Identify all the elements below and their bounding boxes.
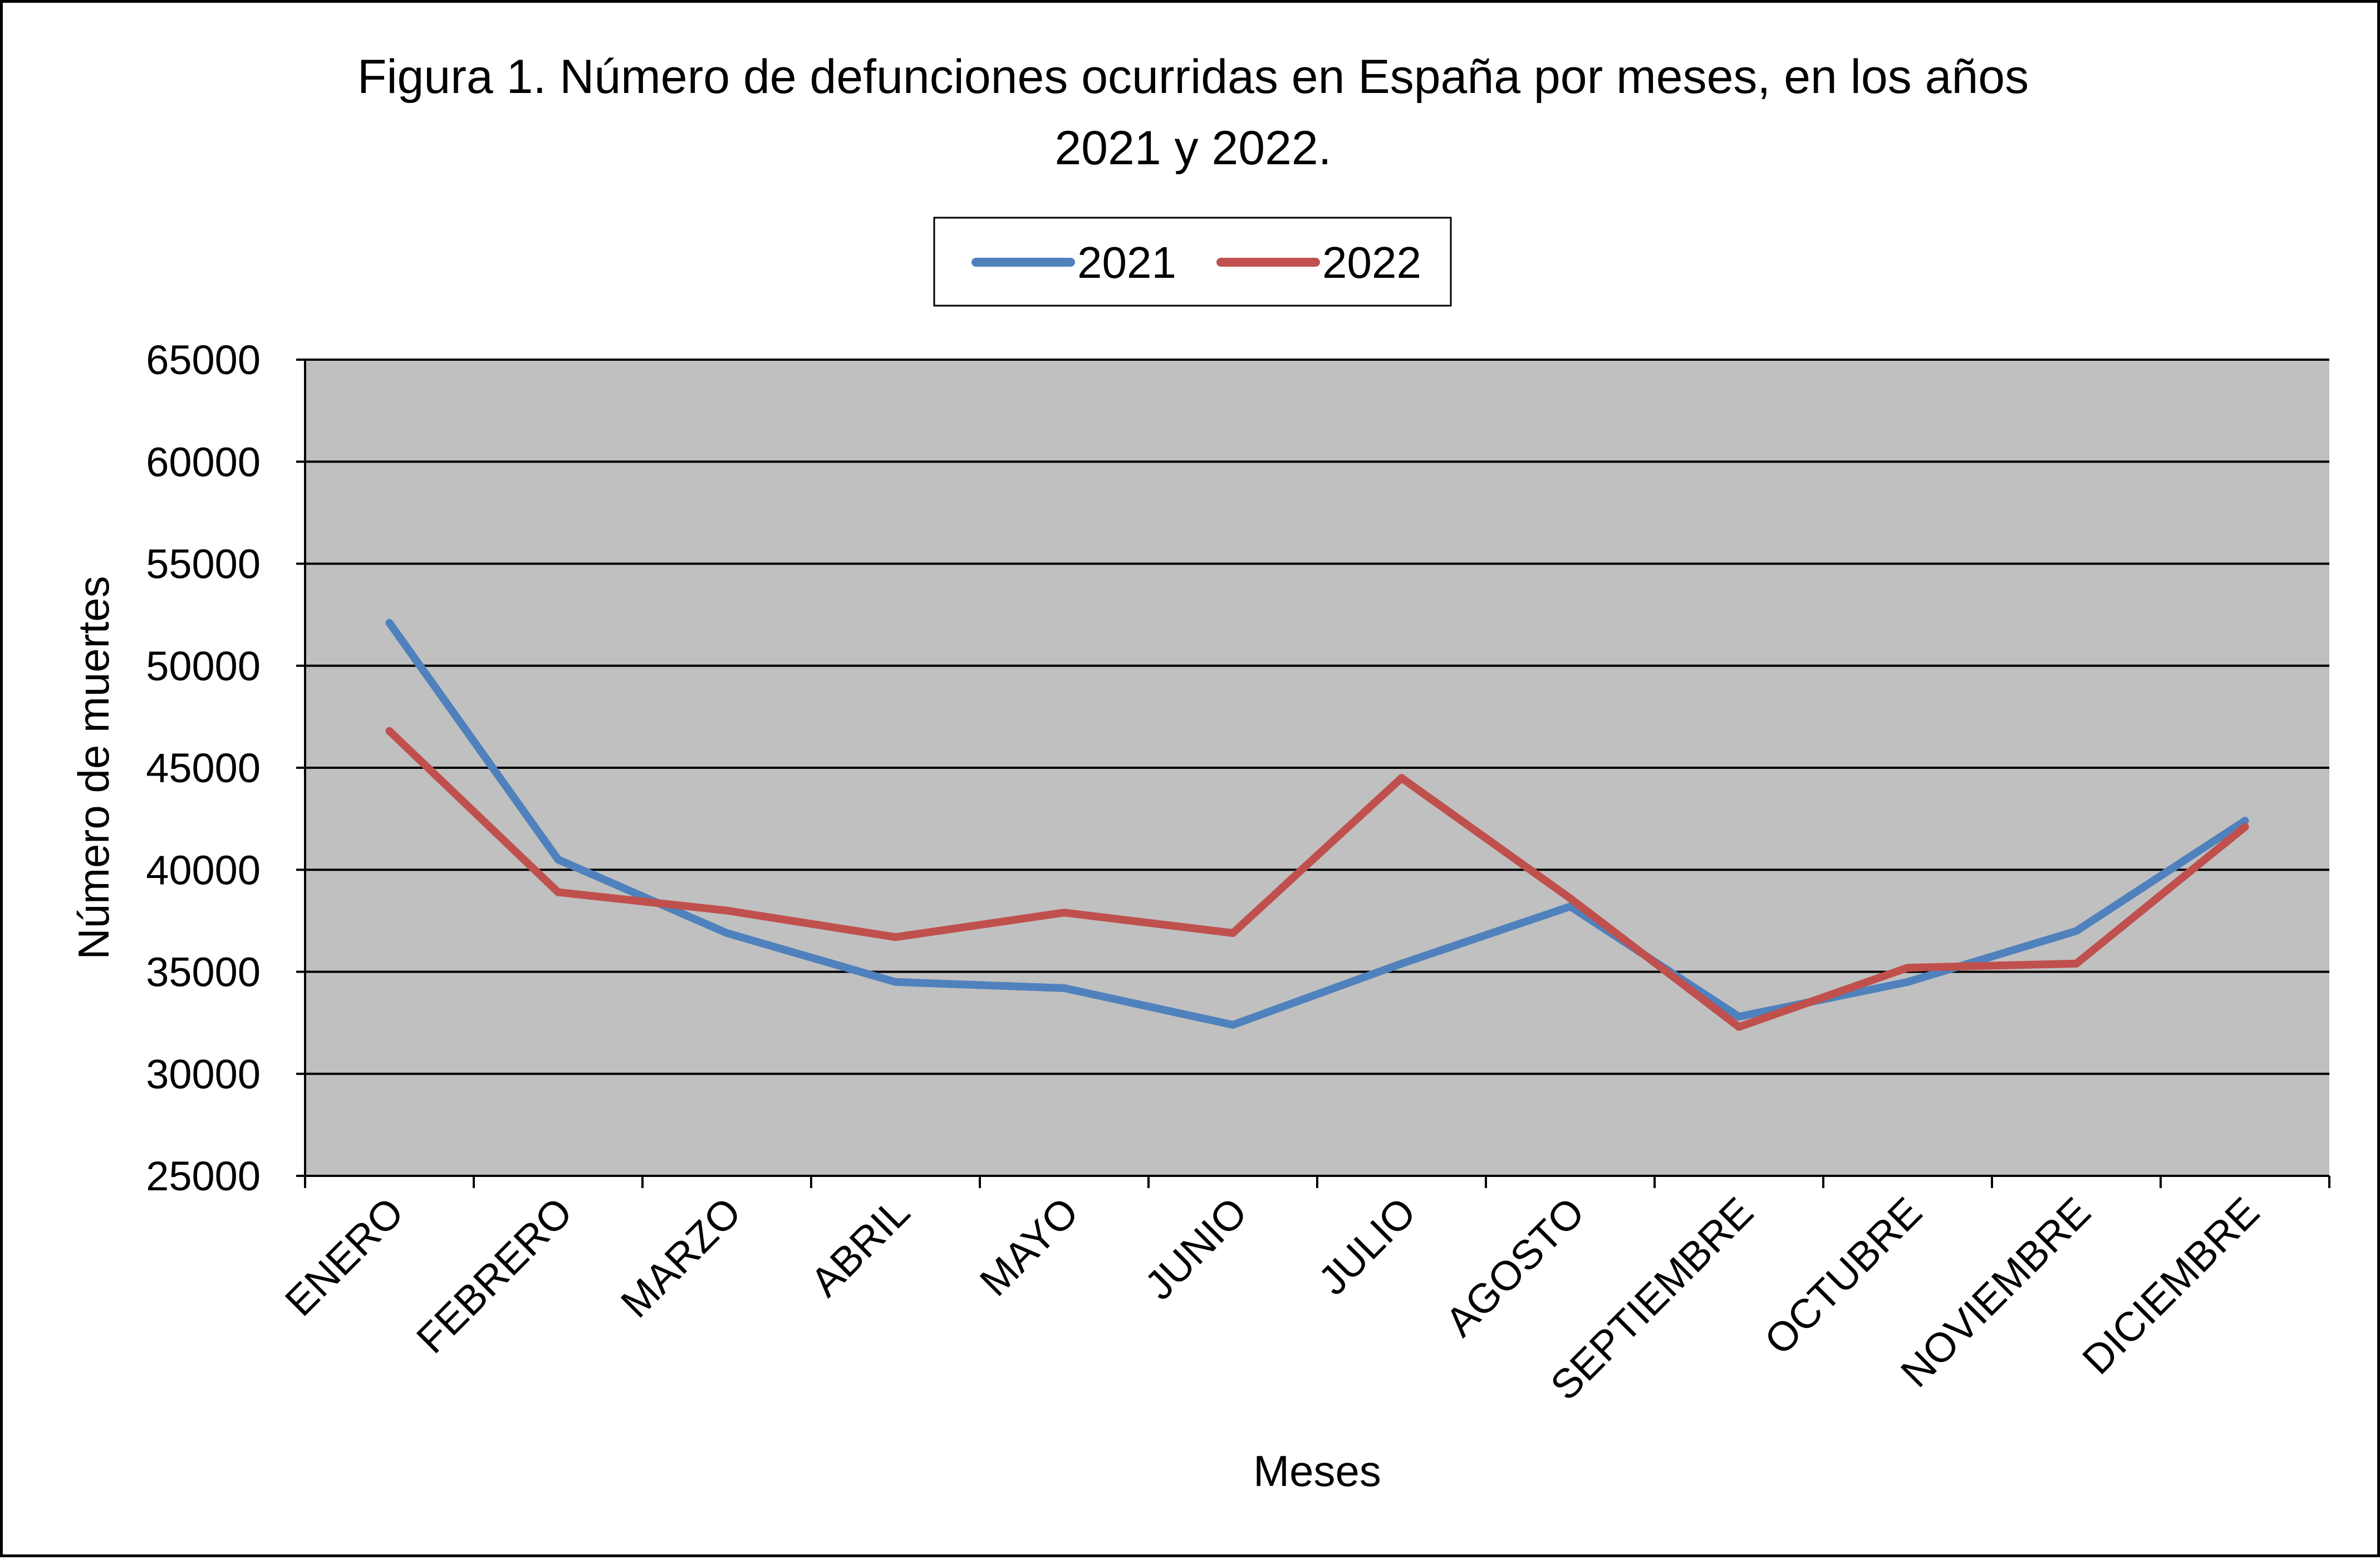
series-line-2022: [385, 727, 2249, 1031]
x-tick-label: JULIO: [1309, 1189, 1425, 1304]
line-chart: Figura 1. Número de defunciones ocurrida…: [69, 50, 2330, 1495]
data-point-2021: [554, 855, 562, 864]
y-tick-label: 40000: [146, 847, 261, 893]
data-point-2021: [1735, 1013, 1743, 1021]
data-point-2022: [1735, 1023, 1743, 1031]
x-tick-label: FEBRERO: [408, 1189, 581, 1362]
gridlines: [305, 359, 2329, 1075]
data-point-2021: [1397, 959, 1406, 968]
data-point-2021: [2072, 927, 2080, 935]
data-point-2022: [1566, 894, 1574, 902]
data-point-2021: [1229, 1021, 1237, 1029]
x-tick-label: ABRIL: [802, 1189, 919, 1306]
chart-title-line-2: 2021 y 2022.: [1054, 121, 1331, 175]
data-point-2021: [891, 978, 900, 986]
data-point-2022: [385, 727, 394, 735]
data-point-2022: [1229, 929, 1237, 937]
data-point-2022: [2241, 823, 2249, 831]
x-tick-label: DICIEMBRE: [2073, 1189, 2268, 1383]
series-lines: [385, 619, 2249, 1031]
y-tick-label: 35000: [146, 949, 261, 995]
data-point-2021: [385, 619, 394, 627]
y-tick-label: 65000: [146, 337, 261, 383]
legend-label-2021: 2021: [1077, 238, 1176, 287]
data-point-2021: [723, 929, 731, 937]
x-tick-label: ENERO: [276, 1189, 413, 1325]
y-tick-label: 50000: [146, 643, 261, 689]
y-tick-label: 25000: [146, 1153, 261, 1199]
x-axis-title: Meses: [1253, 1446, 1381, 1495]
x-axis-tick-marks: [304, 1176, 2330, 1188]
y-tick-label: 30000: [146, 1051, 261, 1097]
x-tick-label: MAYO: [971, 1189, 1087, 1305]
data-point-2021: [1060, 984, 1068, 992]
data-point-2022: [723, 906, 731, 915]
data-point-2022: [1060, 909, 1068, 917]
series-line-2021: [385, 619, 2249, 1029]
y-tick-label: 45000: [146, 745, 261, 791]
data-point-2021: [1903, 978, 1912, 986]
y-axis-title: Número de muertes: [69, 576, 118, 959]
x-tick-label: OCTUBRE: [1755, 1189, 1931, 1364]
data-point-2022: [554, 888, 562, 896]
legend-label-2022: 2022: [1322, 238, 1421, 287]
y-tick-label: 60000: [146, 439, 261, 485]
data-point-2021: [2241, 817, 2249, 825]
data-point-2022: [1903, 964, 1912, 972]
legend: 2021 2022: [933, 217, 1452, 307]
x-tick-label: AGOSTO: [1436, 1189, 1593, 1346]
data-point-2022: [1397, 774, 1406, 782]
data-point-2022: [891, 933, 900, 941]
x-tick-label: JUNIO: [1136, 1189, 1256, 1309]
y-axis-tick-labels: 25000 30000 35000 40000 45000 50000 55000 60000…: [146, 337, 305, 1199]
y-tick-label: 55000: [146, 541, 261, 587]
chart-title-line-1: Figura 1. Número de defunciones ocurrida…: [357, 50, 2029, 104]
data-point-2022: [2072, 959, 2080, 968]
x-tick-label: MARZO: [612, 1189, 750, 1327]
